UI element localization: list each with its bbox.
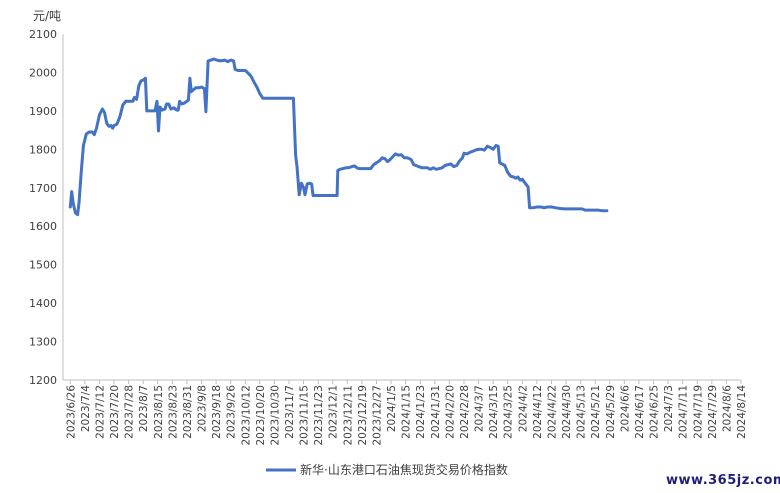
x-tick-label: 2024/4/12 [532,385,544,439]
x-tick-label: 2023/8/15 [153,385,165,439]
x-tick-label: 2023/8/7 [138,385,150,432]
x-tick-label: 2023/12/27 [371,385,383,446]
y-tick-label: 1200 [29,374,57,387]
x-tick-label: 2023/12/19 [357,385,369,446]
y-tick-label: 1900 [29,105,57,118]
x-tick-label: 2024/4/22 [546,385,558,439]
x-tick-label: 2024/8/14 [736,385,748,439]
x-tick-label: 2024/1/15 [401,385,413,439]
x-tick-label: 2023/7/20 [109,385,121,439]
x-tick-label: 2024/3/15 [488,385,500,439]
watermark: www.365jz.com [666,473,780,488]
x-tick-label: 2023/10/30 [269,385,281,446]
y-axis-unit-label: 元/吨 [33,9,61,23]
x-tick-label: 2023/10/12 [240,385,252,446]
x-tick-label: 2024/4/30 [561,385,573,439]
x-tick-label: 2023/9/18 [211,385,223,439]
x-tick-label: 2024/6/17 [634,385,646,439]
x-tick-label: 2023/12/1 [328,385,340,439]
x-tick-label: 2023/8/23 [167,385,179,439]
x-tick-label: 2024/5/13 [576,385,588,439]
x-tick-label: 2023/6/26 [65,385,77,439]
y-tick-label: 2000 [29,66,57,79]
x-tick-label: 2024/1/31 [430,385,442,439]
legend: 新华·山东港口石油焦现货交易价格指数 [266,462,508,477]
y-tick-label: 2100 [29,28,57,41]
x-tick-label: 2023/9/26 [226,385,238,439]
series-line [68,57,609,217]
y-tick-label: 1700 [29,182,57,195]
x-tick-label: 2024/5/29 [605,385,617,439]
x-tick-label: 2023/10/20 [255,385,267,446]
x-tick-label: 2024/2/28 [459,385,471,439]
y-tick-label: 1500 [29,259,57,272]
y-tick-label: 1300 [29,336,57,349]
series-lines [68,57,609,217]
x-tick-label: 2024/7/29 [707,385,719,439]
x-tick-label: 2024/5/21 [590,385,602,439]
x-tick-label: 2024/7/3 [663,385,675,432]
x-tick-label: 2024/1/5 [386,385,398,432]
x-tick-label: 2023/11/7 [284,385,296,439]
y-tick-label: 1800 [29,143,57,156]
x-tick-label: 2023/7/28 [124,385,136,439]
x-tick-label: 2024/3/7 [474,385,486,432]
x-tick-label: 2023/11/23 [313,385,325,446]
x-tick-label: 2024/1/23 [415,385,427,439]
x-tick-label: 2024/8/6 [721,385,733,432]
x-tick-label: 2023/7/12 [94,385,106,439]
x-tick-label: 2024/6/6 [619,385,631,432]
x-axis-ticks: 2023/6/26 2023/7/4 2023/7/12 2023/7/20 2023/… [65,380,748,446]
y-tick-label: 1600 [29,220,57,233]
x-tick-label: 2023/12/11 [342,385,354,446]
x-tick-label: 2024/7/11 [678,385,690,439]
x-tick-label: 2023/9/8 [197,385,209,432]
y-axis-ticks: 1200 1300 1400 1500 1600 1700 1800 1900 2000 2100 [29,28,57,387]
x-tick-label: 2023/11/15 [299,385,311,446]
x-tick-label: 2024/3/25 [503,385,515,439]
x-tick-label: 2024/4/2 [517,385,529,432]
legend-label: 新华·山东港口石油焦现货交易价格指数 [300,462,508,477]
x-tick-label: 2024/7/19 [692,385,704,439]
x-tick-label: 2024/6/25 [649,385,661,439]
y-tick-label: 1400 [29,297,57,310]
x-tick-label: 2024/2/20 [444,385,456,439]
x-tick-label: 2023/7/4 [80,385,92,432]
x-tick-label: 2023/8/31 [182,385,194,439]
